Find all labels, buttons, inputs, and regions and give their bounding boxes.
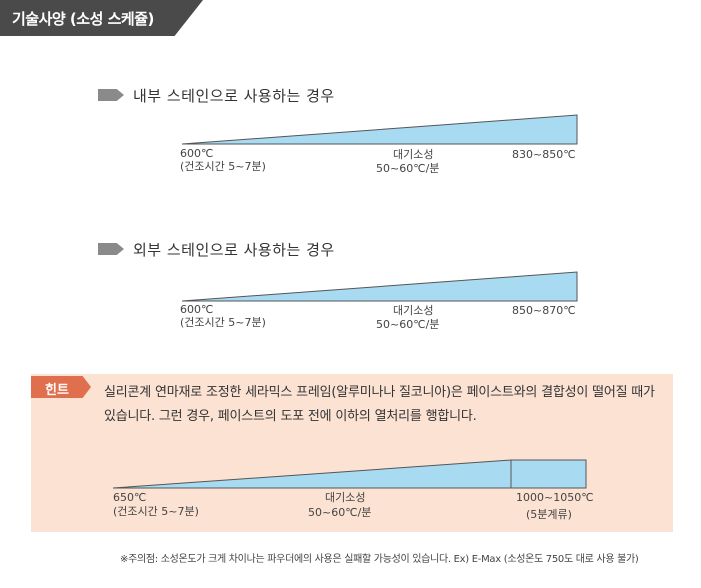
- end-temp: 1000~1050℃: [516, 491, 594, 504]
- mid-label: 대기소성: [393, 148, 434, 161]
- mid-note: 50~60℃/분: [376, 162, 440, 175]
- hint-badge-label: 힌트: [45, 383, 69, 398]
- start-temp: 600℃: [180, 303, 214, 316]
- start-note: (건조시간 5~7분): [180, 316, 266, 329]
- hint-box: [31, 374, 673, 532]
- firing-ramp-exterior: [182, 271, 579, 303]
- start-note: (건조시간 5~7분): [180, 160, 266, 173]
- mid-label: 대기소성: [393, 304, 434, 317]
- section-header-tag: 기술사양 (소성 스케쥴): [0, 0, 203, 36]
- end-temp: 830~850℃: [512, 148, 576, 161]
- firing-ramp-hint: [113, 458, 589, 490]
- mid-note: 50~60℃/분: [308, 506, 372, 519]
- start-note: (건조시간 5~7분): [113, 505, 199, 518]
- end-temp: 850~870℃: [512, 304, 576, 317]
- end-note: (5분계류): [526, 508, 572, 521]
- header-title: 기술사양 (소성 스케쥴): [12, 10, 154, 28]
- mid-label: 대기소성: [325, 491, 366, 504]
- mid-note: 50~60℃/분: [376, 318, 440, 331]
- arrow-marker-icon: [98, 89, 124, 101]
- start-temp: 600℃: [180, 147, 214, 160]
- footnote: ※주의점: 소성온도가 크게 차이나는 파우더에의 사용은 실패할 가능성이 있…: [120, 554, 639, 565]
- firing-ramp-interior: [182, 114, 579, 146]
- section-title-interior: 내부 스테인으로 사용하는 경우: [133, 87, 335, 105]
- arrow-marker-icon: [98, 243, 124, 255]
- start-temp: 650℃: [113, 491, 147, 504]
- hint-badge: 힌트: [31, 376, 91, 398]
- hint-text: 실리콘계 연마재로 조정한 세라믹스 프레임(알루미나나 질코니아)은 페이스트…: [104, 385, 655, 424]
- section-title-exterior: 외부 스테인으로 사용하는 경우: [133, 241, 335, 259]
